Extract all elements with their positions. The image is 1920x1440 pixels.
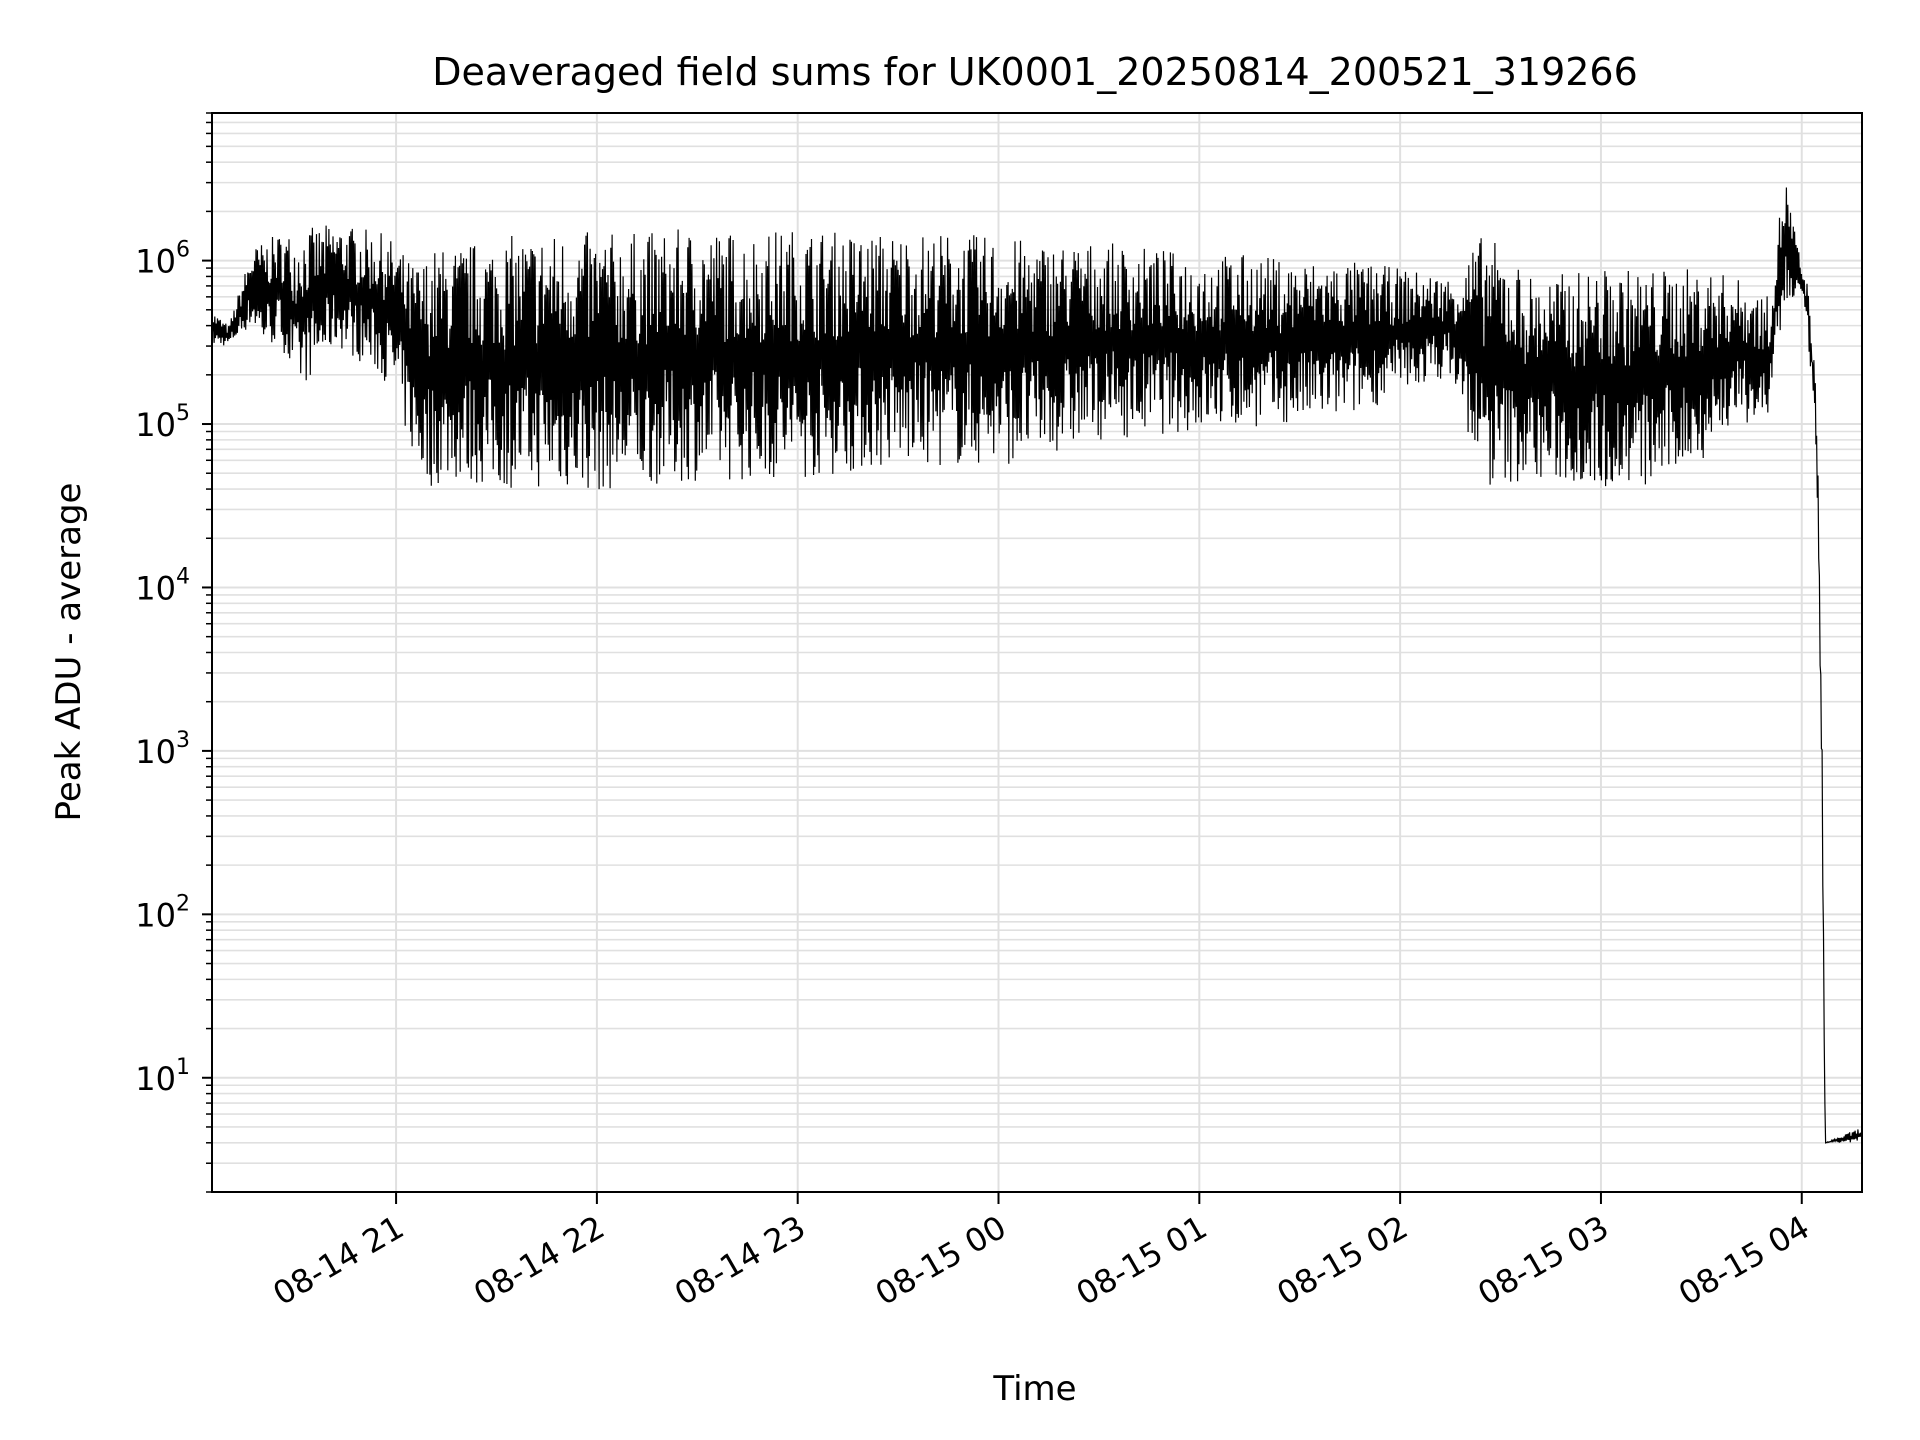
y-tick-label: 104	[135, 564, 190, 607]
x-tick-label: 08-14 22	[467, 1208, 611, 1313]
y-tick-label: 101	[135, 1055, 190, 1098]
x-tick-label: 08-15 03	[1471, 1208, 1615, 1313]
y-axis-label: Peak ADU - average	[49, 483, 89, 822]
x-tick-label: 08-14 23	[668, 1208, 812, 1313]
x-tick-label: 08-15 02	[1271, 1208, 1415, 1313]
x-axis-label: Time	[992, 1369, 1076, 1409]
x-tick-label: 08-15 01	[1070, 1208, 1214, 1313]
y-tick-label: 106	[135, 238, 190, 281]
y-tick-label: 105	[135, 401, 190, 444]
y-axis: 101 102 103 104 105 106	[135, 112, 212, 1193]
x-tick-label: 08-15 00	[869, 1208, 1013, 1313]
x-tick-label: 08-15 04	[1672, 1208, 1816, 1313]
x-tick-label: 08-14 21	[266, 1208, 410, 1313]
chart-title: Deaveraged field sums for UK0001_2025081…	[432, 50, 1638, 94]
data-series-line	[211, 187, 1863, 1144]
x-axis: 08-14 21 08-14 22 08-14 23 08-15 00 08-15 01…	[266, 1192, 1816, 1313]
plot-area	[211, 187, 1863, 1144]
y-tick-label: 102	[135, 891, 190, 934]
y-tick-label: 103	[135, 728, 190, 771]
